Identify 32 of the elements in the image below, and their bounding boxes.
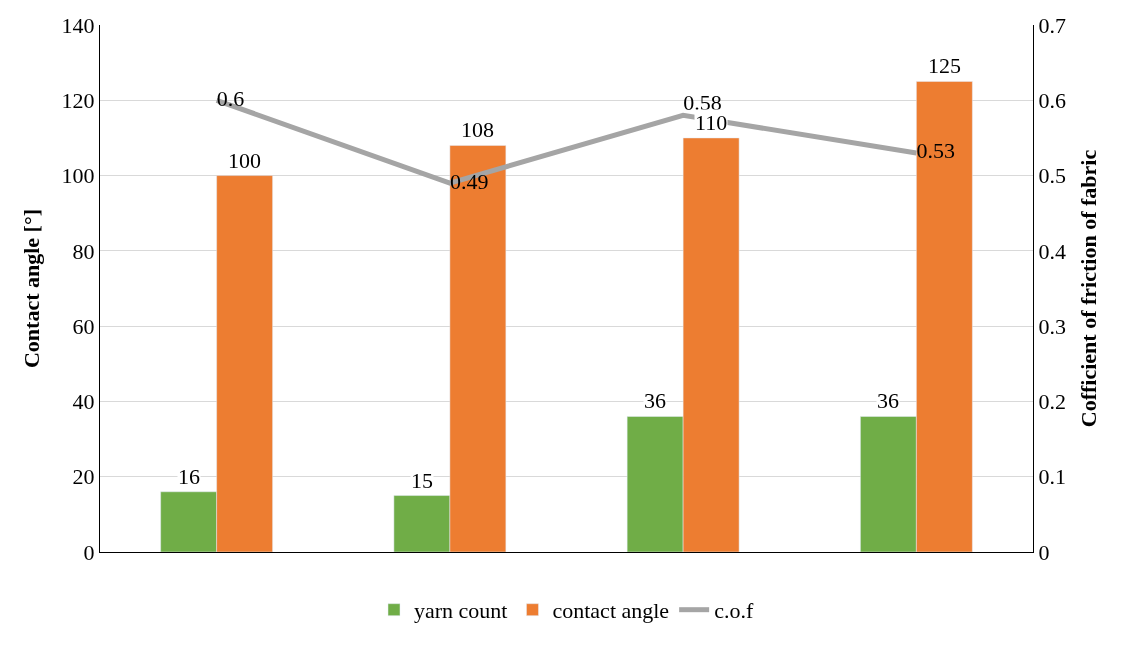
data-label: 0.49 — [449, 168, 489, 194]
data-label: 0.53 — [916, 138, 955, 164]
data-label: 110 — [695, 110, 728, 135]
y-tick-label: 0 — [83, 539, 95, 565]
y-tick-label: 140 — [61, 12, 95, 38]
y2-axis-title: Cofficient of friction of fabric — [1075, 149, 1101, 428]
y2-tick-label: 0.6 — [1038, 87, 1066, 113]
y2-tick-label: 0.3 — [1038, 313, 1066, 339]
y-tick-label: 120 — [61, 87, 95, 113]
y2-tick-label: 0 — [1038, 539, 1050, 565]
data-label: 0.6 — [216, 85, 245, 111]
data-label: 36 — [644, 388, 666, 413]
y2-tick-label: 0.5 — [1038, 163, 1066, 189]
y2-tick-label: 0.7 — [1038, 12, 1066, 38]
y-tick-label: 60 — [72, 313, 95, 339]
y-tick-label: 80 — [72, 238, 95, 264]
data-label: 15 — [411, 468, 433, 493]
legend-label: contact angle — [552, 598, 670, 624]
y2-tick-label: 0.1 — [1038, 464, 1066, 490]
y2-tick-label: 0.2 — [1038, 389, 1066, 415]
data-label: 16 — [178, 464, 200, 489]
y-tick-label: 100 — [61, 163, 95, 189]
data-label: 108 — [461, 117, 494, 142]
legend-label: yarn count — [414, 598, 508, 624]
y-axis-title: Contact angle [°] — [19, 208, 45, 369]
data-label: 36 — [877, 388, 899, 413]
y2-tick-label: 0.4 — [1038, 238, 1066, 264]
data-label: 125 — [928, 53, 961, 78]
y-tick-label: 40 — [72, 389, 95, 415]
legend-label: c.o.f — [714, 598, 754, 624]
y-tick-label: 20 — [72, 464, 95, 490]
data-label: 100 — [228, 148, 261, 173]
